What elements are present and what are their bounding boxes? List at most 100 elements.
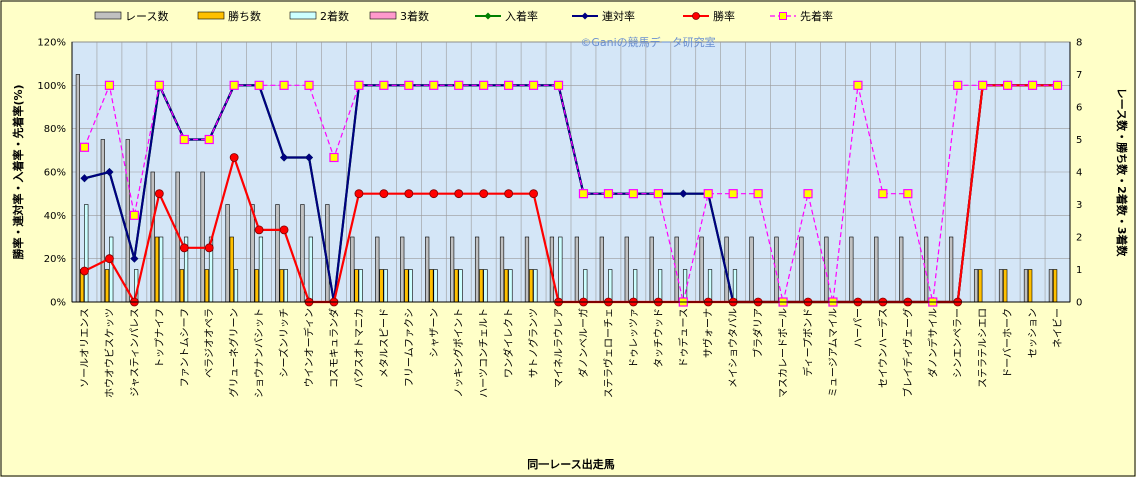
bar bbox=[375, 236, 380, 303]
x-tick-label: マスカレードボール bbox=[778, 308, 790, 398]
series-point bbox=[105, 168, 114, 176]
y-tick-label-right: 2 bbox=[1076, 233, 1082, 244]
series-point bbox=[878, 189, 888, 199]
series-point bbox=[429, 80, 439, 90]
series-point bbox=[129, 210, 139, 220]
y-tick-label-left: 40% bbox=[44, 211, 66, 222]
x-tick-label: ダノンベルーガ bbox=[577, 308, 590, 378]
x-tick-label: ステラヴェローチェ bbox=[602, 308, 615, 398]
bar bbox=[949, 236, 954, 303]
x-tick-label: バクスオトマニカ bbox=[353, 308, 365, 388]
x-tick-label: ショウナンバシット bbox=[254, 308, 266, 398]
series-point bbox=[404, 189, 414, 199]
x-tick-label: ミュージアムマイル bbox=[827, 308, 839, 397]
bar bbox=[749, 236, 754, 303]
bar bbox=[483, 269, 488, 303]
bar bbox=[824, 236, 829, 303]
x-tick-label: グリューネグリーン bbox=[228, 308, 241, 398]
x-tick-label: シャザーン bbox=[428, 308, 440, 358]
bar bbox=[308, 236, 313, 303]
series-point bbox=[703, 189, 713, 199]
bar bbox=[1048, 269, 1054, 303]
series-point bbox=[254, 80, 264, 90]
bar bbox=[159, 236, 164, 303]
bar bbox=[649, 236, 654, 303]
series-point bbox=[354, 189, 364, 199]
x-tick-label: セッション bbox=[1027, 308, 1039, 358]
legend-swatch bbox=[197, 11, 225, 20]
x-tick-label: ステラテルシエロ bbox=[977, 308, 989, 388]
y-tick-label-left: 100% bbox=[37, 81, 66, 92]
series-point bbox=[179, 134, 189, 145]
bar bbox=[100, 139, 105, 303]
y-axis-title-left: 勝率・連対率・入着率・先着率(%) bbox=[11, 84, 25, 259]
series-point bbox=[679, 189, 688, 198]
bar bbox=[425, 236, 430, 303]
x-tick-label: ブラダリア bbox=[752, 308, 765, 358]
bar bbox=[179, 269, 184, 303]
bar bbox=[1003, 269, 1008, 303]
series-point bbox=[105, 254, 114, 264]
bar bbox=[699, 236, 704, 303]
x-tick-label: シーズンリッチ bbox=[278, 308, 291, 378]
series-point bbox=[603, 189, 614, 199]
bar bbox=[454, 269, 459, 303]
x-tick-label: サトノグランツ bbox=[527, 308, 540, 378]
bar bbox=[504, 269, 509, 303]
bar bbox=[233, 269, 239, 303]
series-point bbox=[154, 189, 164, 199]
bar bbox=[658, 269, 663, 303]
bar bbox=[125, 139, 130, 303]
series-point bbox=[578, 189, 589, 199]
series-point bbox=[305, 153, 314, 162]
bar bbox=[275, 204, 280, 303]
series-point bbox=[454, 189, 464, 199]
bar bbox=[583, 269, 588, 303]
series-point bbox=[354, 80, 364, 90]
series-point bbox=[379, 80, 389, 90]
legend-swatch bbox=[94, 11, 122, 20]
x-tick-label: タッチウッド bbox=[653, 308, 665, 368]
bar bbox=[200, 171, 205, 303]
series-point bbox=[279, 225, 289, 235]
watermark: ©Ganiの競馬データ研究室 bbox=[580, 35, 715, 49]
series-point bbox=[454, 80, 464, 90]
series-point bbox=[653, 189, 663, 199]
bar bbox=[150, 171, 155, 303]
series-point bbox=[179, 243, 189, 253]
x-tick-label: メイショウタバル bbox=[728, 308, 740, 388]
bar bbox=[599, 236, 604, 303]
bar-series bbox=[75, 74, 1058, 303]
y-tick-label-right: 8 bbox=[1076, 38, 1082, 49]
bar bbox=[524, 236, 530, 303]
bar bbox=[75, 74, 80, 303]
y-tick-label-left: 0% bbox=[50, 298, 66, 309]
series-point bbox=[479, 189, 489, 199]
legend-marker bbox=[692, 12, 700, 20]
bar bbox=[383, 269, 388, 303]
bar bbox=[408, 269, 413, 303]
series-point bbox=[1052, 80, 1063, 90]
bar bbox=[433, 269, 438, 303]
bar bbox=[429, 269, 434, 303]
bar bbox=[529, 269, 534, 303]
bar bbox=[533, 269, 538, 303]
bar bbox=[109, 236, 114, 303]
series-line bbox=[83, 83, 1058, 303]
bar bbox=[225, 204, 230, 303]
y-tick-label-right: 0 bbox=[1076, 298, 1082, 309]
y-tick-label-right: 5 bbox=[1076, 135, 1082, 146]
legend-entry: 先着率 bbox=[800, 9, 833, 23]
y-tick-label-right: 4 bbox=[1076, 168, 1082, 179]
x-tick-label: シンエンペラー bbox=[952, 308, 964, 378]
bar bbox=[350, 236, 355, 303]
y-tick-label-left: 120% bbox=[37, 38, 66, 49]
y-tick-label-right: 7 bbox=[1076, 70, 1082, 81]
x-tick-label: メタルスピード bbox=[378, 308, 390, 378]
y-tick-label-left: 80% bbox=[44, 124, 66, 135]
y-tick-label-left: 20% bbox=[44, 254, 66, 265]
series-point bbox=[80, 174, 89, 183]
bar bbox=[707, 269, 713, 303]
y-tick-label-right: 6 bbox=[1076, 103, 1082, 114]
bar bbox=[732, 269, 738, 303]
